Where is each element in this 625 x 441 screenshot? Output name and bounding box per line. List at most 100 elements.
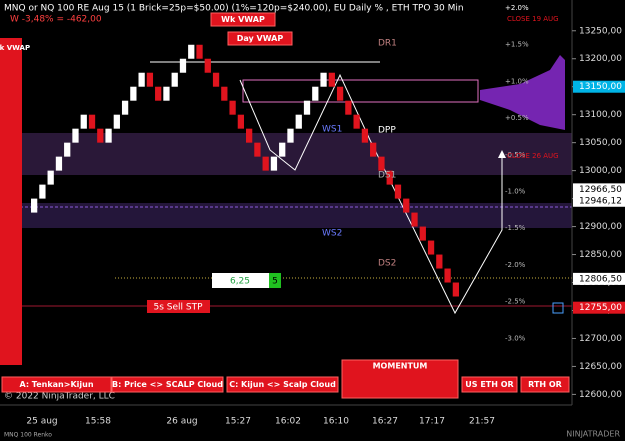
button-label[interactable]: Day VWAP bbox=[237, 34, 284, 43]
close-icon[interactable] bbox=[552, 302, 564, 314]
logo: NINJATRADER bbox=[566, 430, 620, 439]
renko-brick bbox=[55, 156, 63, 171]
percent-level: +0.5% bbox=[505, 114, 529, 122]
renko-brick bbox=[370, 142, 377, 157]
renko-brick bbox=[270, 156, 278, 171]
renko-brick bbox=[295, 114, 302, 129]
percent-level: +1.0% bbox=[505, 77, 529, 85]
instrument: MNQ 100 Renko bbox=[4, 432, 52, 439]
renko-brick bbox=[121, 100, 129, 115]
renko-brick bbox=[47, 170, 54, 185]
renko-brick bbox=[312, 86, 319, 101]
price-badge bbox=[573, 301, 625, 314]
button-label[interactable]: RTH OR bbox=[528, 380, 562, 389]
title: MNQ or NQ 100 RE Aug 15 (1 Brick=25p=$50… bbox=[4, 4, 464, 14]
button[interactable] bbox=[461, 376, 518, 393]
qty-price[interactable]: 6,25 bbox=[230, 277, 250, 287]
side-label: Wk VWAP bbox=[0, 44, 30, 52]
button[interactable] bbox=[1, 376, 112, 393]
renko-brick bbox=[146, 72, 154, 87]
percent-level: -3.0% bbox=[505, 334, 526, 342]
price-badge-label: 13150,00 bbox=[579, 82, 622, 92]
percent-level: -1.5% bbox=[505, 224, 526, 232]
y-tick-label: 13050,00 bbox=[579, 138, 622, 148]
y-tick-label: 13100,00 bbox=[579, 110, 622, 120]
y-tick-label: 12600,00 bbox=[579, 390, 622, 400]
qty[interactable]: 5 bbox=[272, 277, 278, 287]
renko-brick bbox=[179, 58, 187, 73]
renko-brick bbox=[138, 72, 145, 87]
arrow-head bbox=[498, 150, 506, 158]
x-tick-label: 15:58 bbox=[85, 417, 111, 427]
button[interactable] bbox=[341, 359, 459, 399]
close-label: CLOSE 19 AUG bbox=[507, 15, 559, 23]
order-label[interactable]: 5s Sell STP bbox=[153, 303, 203, 313]
y-tick-label: 13250,00 bbox=[579, 26, 622, 36]
renko-brick bbox=[39, 184, 46, 199]
button-label[interactable]: A: Tenkan>Kijun bbox=[19, 380, 93, 389]
price-badge-label: 12966,50 bbox=[579, 185, 622, 195]
qty-box[interactable] bbox=[212, 273, 269, 288]
order-button[interactable] bbox=[147, 300, 210, 313]
price-badge bbox=[573, 183, 625, 196]
renko-brick bbox=[287, 128, 294, 143]
subtitle: W -3,48% = -462,00 bbox=[10, 15, 102, 25]
renko-brick bbox=[64, 142, 71, 157]
renko-brick bbox=[328, 72, 335, 87]
button-label[interactable]: Wk VWAP bbox=[221, 15, 265, 24]
renko-brick bbox=[262, 156, 269, 171]
renko-brick bbox=[411, 212, 418, 227]
pivot-label: DR1 bbox=[378, 39, 397, 49]
renko-brick bbox=[212, 72, 220, 87]
y-tick-label: 13000,00 bbox=[579, 166, 622, 176]
button[interactable] bbox=[111, 376, 224, 393]
renko-brick bbox=[188, 44, 195, 59]
x-tick-label: 16:27 bbox=[372, 417, 398, 427]
percent-level: -2.5% bbox=[505, 298, 526, 306]
renko-brick bbox=[155, 86, 162, 101]
button-label[interactable]: MOMENTUM bbox=[373, 362, 428, 371]
button[interactable] bbox=[520, 376, 570, 393]
button-label[interactable]: C: Kijun <> Scalp Cloud bbox=[229, 380, 336, 389]
x-tick-label: 16:10 bbox=[323, 417, 349, 427]
renko-brick bbox=[403, 198, 410, 213]
renko-brick bbox=[229, 100, 236, 115]
pivot-label: DPP bbox=[378, 126, 396, 136]
price-badge-label: 12755,00 bbox=[579, 303, 622, 313]
side-bar bbox=[0, 38, 22, 365]
renko-brick bbox=[378, 156, 385, 171]
y-tick-label: 12850,00 bbox=[579, 250, 622, 260]
close-label: CLOSE 26 AUG bbox=[507, 152, 559, 160]
button[interactable] bbox=[227, 31, 293, 46]
percent-level: +1.5% bbox=[505, 41, 529, 49]
button-label[interactable]: US ETH OR bbox=[465, 380, 513, 389]
button[interactable] bbox=[226, 376, 339, 393]
renko-brick bbox=[336, 86, 344, 101]
x-tick-label: 21:57 bbox=[469, 417, 495, 427]
y-tick-label: 12900,00 bbox=[579, 222, 622, 232]
renko-brick bbox=[171, 72, 178, 87]
zone bbox=[0, 133, 572, 175]
button[interactable] bbox=[210, 12, 276, 27]
renko-brick bbox=[279, 142, 286, 157]
renko-brick bbox=[97, 128, 104, 143]
renko-brick bbox=[105, 128, 112, 143]
y-tick-label: 12700,00 bbox=[579, 334, 622, 344]
pivot-label: WS1 bbox=[322, 125, 342, 135]
renko-brick bbox=[196, 44, 203, 59]
renko-brick bbox=[303, 100, 311, 115]
x-tick-label: 16:02 bbox=[275, 417, 301, 427]
range-box bbox=[242, 79, 479, 103]
renko-brick bbox=[345, 100, 352, 115]
price-badge-label: 12946,12 bbox=[579, 196, 622, 206]
qty-box[interactable] bbox=[269, 273, 281, 288]
price-badge bbox=[573, 194, 625, 207]
percent-level: +2.0% bbox=[505, 4, 529, 12]
renko-brick bbox=[427, 240, 435, 255]
price-axis bbox=[572, 0, 625, 441]
renko-brick bbox=[80, 114, 87, 129]
renko-brick bbox=[436, 254, 443, 269]
y-tick-label: 13200,00 bbox=[579, 54, 622, 64]
button-label[interactable]: B: Price <> SCALP Cloud bbox=[112, 380, 223, 389]
